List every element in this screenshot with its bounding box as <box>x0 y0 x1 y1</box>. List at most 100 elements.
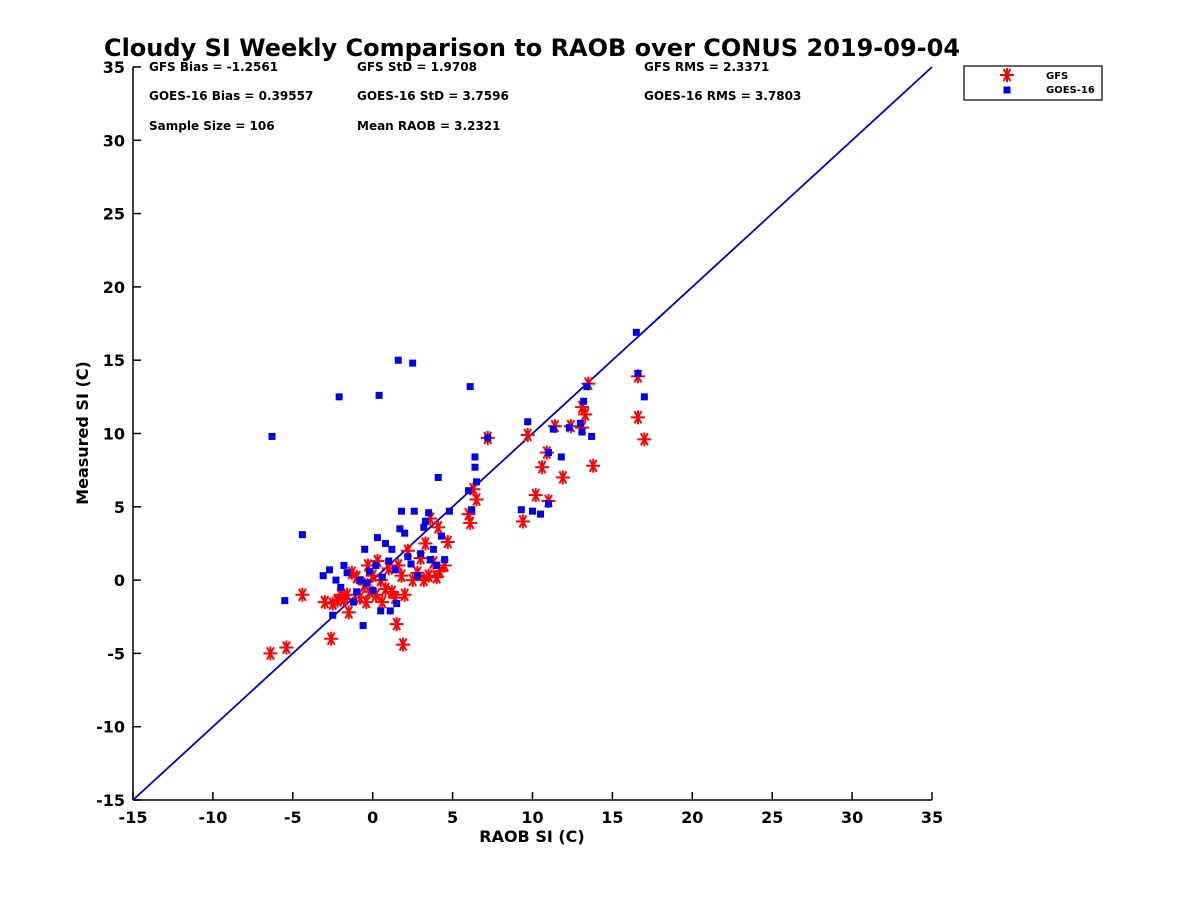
legend-gfs-marker <box>1000 68 1014 82</box>
x-tick-label: -5 <box>284 808 302 827</box>
stat-gfs-std: GFS StD = 1.9708 <box>357 60 477 74</box>
goes16-point <box>413 572 421 580</box>
goes16-point <box>404 553 412 561</box>
goes16-point <box>634 369 642 377</box>
goes16-point <box>394 356 402 364</box>
stat-gfs-rms: GFS RMS = 2.3371 <box>644 60 769 74</box>
gfs-point <box>469 492 484 507</box>
goes16-point <box>565 424 573 432</box>
goes16-point <box>268 432 276 440</box>
gfs-point <box>515 514 530 529</box>
goes16-point <box>409 359 417 367</box>
goes16-point <box>425 509 433 517</box>
goes16-point <box>473 478 481 486</box>
goes16-point <box>426 556 434 564</box>
gfs-point <box>378 581 393 596</box>
gfs-point <box>418 536 433 551</box>
x-tick-label: 30 <box>841 808 863 827</box>
legend-goes-label: GOES-16 <box>1046 85 1095 96</box>
goes16-point <box>337 583 345 591</box>
goes16-point <box>544 500 552 508</box>
gfs-point <box>340 587 355 602</box>
goes16-point <box>377 607 385 615</box>
gfs-point <box>325 596 340 611</box>
goes16-point <box>434 473 442 481</box>
gfs-point <box>389 617 404 632</box>
goes16-point <box>544 449 552 457</box>
y-tick-label: 35 <box>103 58 125 77</box>
y-tick-label: -15 <box>96 791 125 810</box>
goes16-point <box>632 328 640 336</box>
gfs-point <box>637 432 652 447</box>
y-tick-label: 20 <box>103 278 125 297</box>
y-tick-label: -5 <box>107 644 125 663</box>
legend-gfs-asterisk <box>1000 68 1014 82</box>
goes16-point <box>356 576 364 584</box>
x-axis-label: RAOB SI (C) <box>479 827 584 846</box>
gfs-point <box>463 515 478 530</box>
goes16-point <box>340 561 348 569</box>
goes16-point <box>388 545 396 553</box>
goes16-point <box>375 391 383 399</box>
legend-goes-square <box>1003 86 1011 94</box>
goes16-point <box>378 573 386 581</box>
goes16-point <box>578 428 586 436</box>
goes16-point <box>465 487 473 495</box>
goes16-point <box>429 545 437 553</box>
y-tick-label: 0 <box>114 571 125 590</box>
gfs-point <box>555 470 570 485</box>
goes16-point <box>437 532 445 540</box>
x-tick-label: 25 <box>761 808 783 827</box>
goes16-point <box>329 611 337 619</box>
goes16-point <box>391 566 399 574</box>
goes16-point <box>393 600 401 608</box>
goes16-point <box>319 572 327 580</box>
goes16-point <box>397 507 405 515</box>
reference-line-group <box>132 66 933 801</box>
legend-goes-marker <box>1003 86 1011 94</box>
gfs-point <box>263 646 278 661</box>
goes16-point <box>353 588 361 596</box>
stat-gfs-bias: GFS Bias = -1.2561 <box>149 60 278 74</box>
goes16-point <box>350 598 358 606</box>
goes16-point <box>420 523 428 531</box>
goes16-point <box>410 507 418 515</box>
stat-goes-bias: GOES-16 Bias = 0.39557 <box>149 89 313 103</box>
legend-box <box>963 65 1103 101</box>
goes16-point <box>557 453 565 461</box>
x-tick-label: 20 <box>681 808 703 827</box>
y-tick-label: 5 <box>114 498 125 517</box>
legend: GFS GOES-16 <box>963 65 1103 101</box>
gfs-point <box>421 568 436 583</box>
goes16-point <box>359 622 367 630</box>
goes16-point <box>407 560 415 568</box>
gfs-point <box>341 605 356 620</box>
one-to-one-line <box>132 66 933 801</box>
goes16-point <box>640 393 648 401</box>
goes16-point <box>576 419 584 427</box>
y-tick-label: 10 <box>103 425 125 444</box>
goes16-point <box>536 510 544 518</box>
gfs-point <box>324 631 339 646</box>
goes16-point <box>281 597 289 605</box>
gfs-point <box>431 520 446 535</box>
gfs-point <box>295 587 310 602</box>
gfs-point <box>394 568 409 583</box>
goes16-point <box>441 556 449 564</box>
goes16-point <box>373 534 381 542</box>
goes16-point <box>583 383 591 391</box>
goes16-point <box>343 569 351 577</box>
x-tick-label: 10 <box>521 808 543 827</box>
y-tick-label: 25 <box>103 205 125 224</box>
goes16-point <box>332 576 340 584</box>
gfs-point <box>317 595 332 610</box>
goes16-point <box>524 418 532 426</box>
goes16-point <box>401 529 409 537</box>
x-tick-label: 35 <box>921 808 943 827</box>
goes16-point <box>369 586 377 594</box>
gfs-point <box>578 407 593 422</box>
goes16-point <box>471 463 479 471</box>
data-marks <box>263 328 652 661</box>
y-tick-label: 15 <box>103 351 125 370</box>
